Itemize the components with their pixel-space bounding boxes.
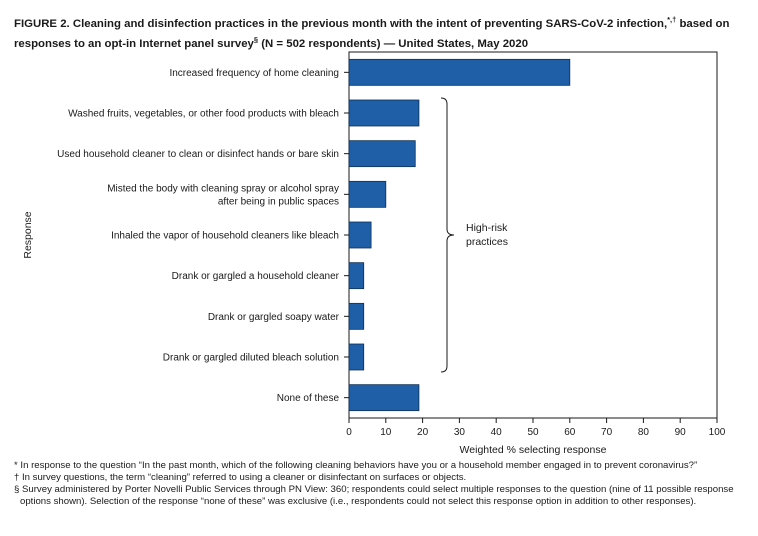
- footnotes: * In response to the question “In the pa…: [14, 460, 750, 508]
- x-tick-label: 0: [346, 427, 352, 438]
- title-cont: based on responses to an opt-in Internet…: [14, 17, 730, 50]
- category-label: Misted the body with cleaning spray or a…: [107, 183, 339, 194]
- category-label: Washed fruits, vegetables, or other food…: [68, 109, 339, 120]
- category-label: None of these: [277, 393, 340, 404]
- figure-title: FIGURE 2. Cleaning and disinfection prac…: [14, 12, 750, 52]
- bar: [348, 262, 365, 290]
- title-footnote-mark2: §: [253, 34, 259, 44]
- bar: [348, 384, 420, 412]
- x-tick-label: 50: [527, 427, 539, 438]
- bracket-label: practices: [466, 236, 508, 248]
- bar: [348, 302, 365, 330]
- x-tick-label: 10: [380, 427, 392, 438]
- x-tick-label: 80: [638, 427, 650, 438]
- x-tick-label: 60: [564, 427, 576, 438]
- category-label: Drank or gargled a household cleaner: [172, 271, 340, 282]
- x-tick-label: 100: [709, 427, 726, 438]
- bar: [348, 58, 571, 86]
- bar: [348, 343, 365, 371]
- category-label: Increased frequency of home cleaning: [169, 68, 339, 79]
- category-label: Used household cleaner to clean or disin…: [57, 149, 339, 160]
- x-tick-label: 70: [601, 427, 613, 438]
- category-label: after being in public spaces: [218, 196, 339, 207]
- high-risk-bracket: [440, 97, 455, 373]
- y-axis-label: Response: [22, 211, 34, 258]
- title-footnote-marks: *,†: [667, 15, 677, 24]
- bar-chart: Increased frequency of home cleaning Wash…: [22, 51, 726, 456]
- x-tick-label: 20: [417, 427, 429, 438]
- footnote-line: options shown). Selection of the respons…: [20, 496, 697, 507]
- x-tick-label: 40: [491, 427, 503, 438]
- footnote-line: § Survey administered by Porter Novelli …: [14, 484, 734, 495]
- bar: [348, 99, 420, 127]
- bar: [348, 140, 416, 168]
- title-end: (N = 502 respondents) — United States, M…: [258, 37, 529, 50]
- x-axis-label: Weighted % selecting response: [460, 444, 607, 456]
- bar: [348, 180, 387, 208]
- category-label: Drank or gargled soapy water: [208, 312, 340, 323]
- bar: [348, 221, 372, 249]
- footnote-line: * In response to the question “In the pa…: [14, 460, 698, 471]
- x-tick-label: 30: [454, 427, 466, 438]
- category-label: Drank or gargled diluted bleach solution: [163, 353, 339, 364]
- title-main: FIGURE 2. Cleaning and disinfection prac…: [14, 17, 668, 30]
- bracket-label: High-risk: [466, 222, 508, 234]
- category-label: Inhaled the vapor of household cleaners …: [111, 231, 339, 242]
- x-tick-label: 90: [675, 427, 687, 438]
- footnote-line: † In survey questions, the term “cleanin…: [14, 472, 467, 483]
